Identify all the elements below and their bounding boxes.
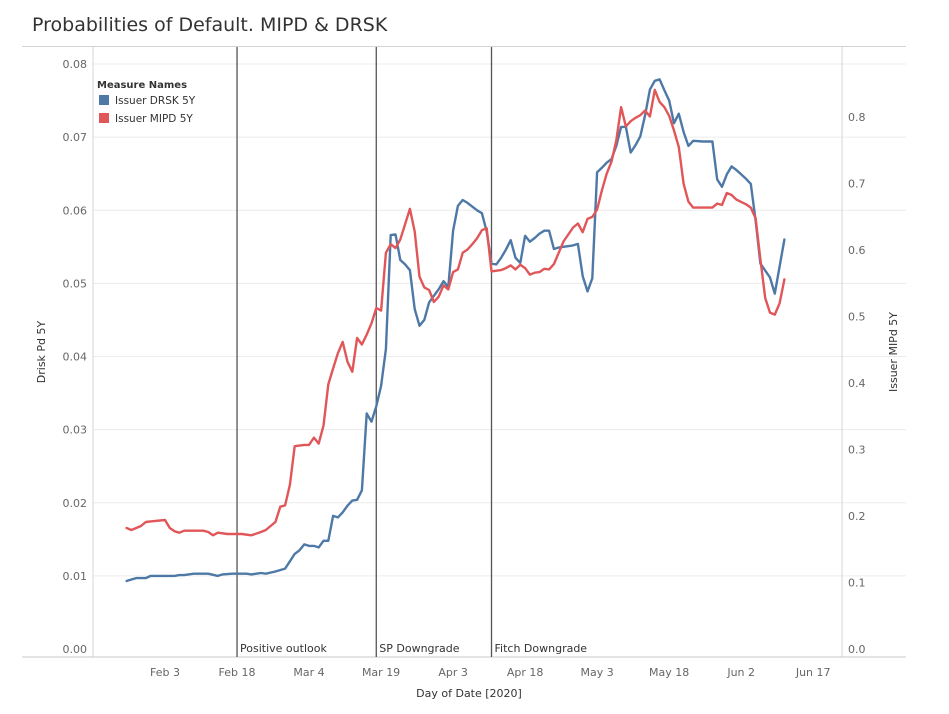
series-lines[interactable] (125, 78, 786, 583)
left-y-tick-label-2: 0.06 (63, 204, 88, 217)
reference-label-0: Positive outlook (240, 642, 327, 655)
left-y-tick-label-0: 0.08 (63, 58, 88, 71)
left-y-ticks: 0.08 0.07 0.06 0.05 0.04 0.03 0.02 0.01 0.00 (63, 58, 88, 656)
legend-label-mipd[interactable]: Issuer MIPD 5Y (115, 113, 193, 125)
right-y-ticks: 0.8 0.7 0.6 0.5 0.4 0.3 0.2 0.1 0.0 (848, 111, 866, 656)
reference-label-2: Fitch Downgrade (495, 642, 588, 655)
left-y-tick-label-7: 0.01 (63, 570, 88, 583)
chart-title: Probabilities of Default. MIPD & DRSK (32, 14, 388, 36)
left-y-tick-label-5: 0.03 (63, 424, 88, 437)
legend-swatch-mipd[interactable] (99, 113, 109, 123)
x-tick-label-3: Mar 19 (362, 666, 400, 679)
x-tick-label-0: Feb 3 (150, 666, 180, 679)
x-tick-label-4: Apr 3 (438, 666, 468, 679)
x-axis-title: Day of Date [2020] (416, 687, 522, 700)
right-y-tick-label-1: 0.7 (848, 178, 866, 191)
x-tick-label-5: Apr 18 (507, 666, 544, 679)
title-divider (22, 46, 906, 47)
right-y-tick-label-5: 0.3 (848, 444, 866, 457)
x-tick-label-1: Feb 18 (219, 666, 256, 679)
left-y-tick-label-1: 0.07 (63, 131, 88, 144)
right-y-tick-label-6: 0.2 (848, 510, 866, 523)
annotations: Positive outlook SP Downgrade Fitch Downgr… (236, 47, 588, 657)
legend-label-drsk[interactable]: Issuer DRSK 5Y (115, 95, 196, 107)
right-y-tick-label-8: 0.0 (848, 643, 866, 656)
x-tick-label-2: Mar 4 (293, 666, 324, 679)
left-y-axis-title: Drisk Pd 5Y (35, 320, 48, 383)
left-y-tick-label-6: 0.02 (63, 497, 88, 510)
x-tick-label-8: Jun 2 (726, 666, 755, 679)
right-y-axis-title: Issuer MIPd 5Y (887, 312, 900, 392)
right-y-tick-label-2: 0.6 (848, 244, 866, 257)
left-y-tick-label-4: 0.04 (63, 351, 88, 364)
left-y-tick-label-8: 0.00 (63, 643, 88, 656)
reference-label-1: SP Downgrade (379, 642, 460, 655)
right-y-tick-label-3: 0.5 (848, 311, 866, 324)
x-tick-label-6: May 3 (581, 666, 614, 679)
right-y-tick-label-4: 0.4 (848, 377, 866, 390)
right-y-tick-label-0: 0.8 (848, 111, 866, 124)
series-line-0[interactable] (125, 78, 786, 583)
left-y-tick-label-3: 0.05 (63, 277, 88, 290)
x-axis-ticks: Feb 3 Feb 18 Mar 4 Mar 19 Apr 3 Apr 18 May 3 Ma… (150, 666, 831, 679)
legend-title: Measure Names (97, 80, 187, 91)
x-tick-label-7: May 18 (649, 666, 689, 679)
right-y-tick-label-7: 0.1 (848, 577, 866, 590)
x-tick-label-9: Jun 17 (795, 666, 831, 679)
gridlines (93, 63, 906, 577)
legend-swatch-drsk[interactable] (99, 95, 109, 105)
series-line-1[interactable] (125, 88, 786, 537)
legend[interactable]: Measure Names Issuer DRSK 5Y Issuer MIPD… (97, 80, 196, 125)
